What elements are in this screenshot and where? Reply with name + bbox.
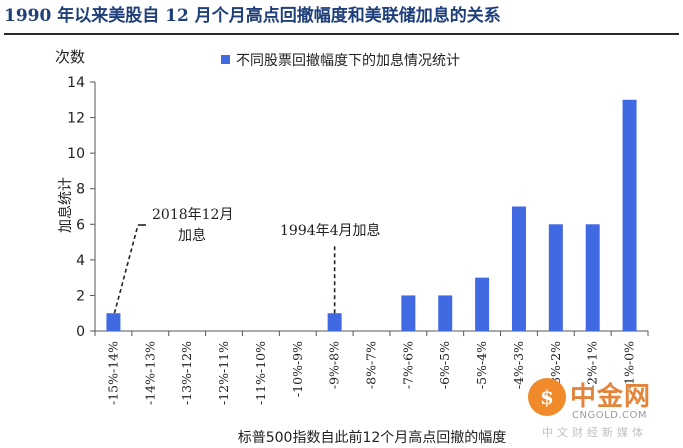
y-tick-label: 6 [76,217,85,233]
watermark-tagline: 中文财经新媒体 [542,426,647,439]
x-axis-title: 标普500指数自此前12个月高点回撤的幅度 [238,429,507,446]
y-tick-label: 8 [76,182,85,198]
x-tick-label: -2%-1% [585,341,600,389]
x-tick-label: -15%-14% [105,341,120,405]
x-tick-label: -8%-7% [364,341,379,389]
y-tick-label: 0 [76,324,85,340]
watermark-domain: CNGOLD.COM [572,410,648,421]
x-tick-label: -6%-5% [437,341,452,389]
y-tick-label: 14 [67,75,85,91]
x-tick-label: -10%-9% [290,341,305,397]
annotation-label: 加息 [178,227,206,244]
x-tick-label: -14%-13% [142,341,157,405]
x-tick-label: -12%-11% [216,341,231,405]
y-tick-label: 12 [67,111,85,127]
x-tick-label: -9%-8% [327,341,342,389]
annotation-leader [113,224,139,314]
legend-label: 不同股票回撤幅度下的加息情况统计 [236,52,460,69]
y-axis-title: 加息统计 [57,177,74,233]
bar [548,224,563,331]
y-tick-label: 4 [76,253,85,269]
watermark-name: 中金网 [570,382,652,412]
annotation-label: 1994年4月加息 [280,222,381,239]
x-tick-label: -13%-12% [179,341,194,405]
bar [585,224,600,331]
watermark-logo: $ 中金网 CNGOLD.COM 中文财经新媒体 [528,372,678,444]
bar [106,313,121,331]
y-tick-label: 10 [67,146,85,162]
bar [327,313,342,331]
bar [475,277,490,331]
x-tick-label: -7%-6% [400,341,415,389]
x-tick-label: -5%-4% [474,341,489,389]
chart-title: 1990 年以来美股自 12 月个月高点回撤幅度和美联储加息的关系 [4,6,501,26]
x-tick-label: -4%-3% [511,341,526,389]
y-tick-label: 2 [76,288,85,304]
x-tick-label: -3%-2% [548,341,563,389]
bar [438,295,453,331]
logo-icon: $ [528,378,566,416]
bar [401,295,416,331]
bar [622,99,637,332]
bar [511,206,526,331]
title-divider [4,33,679,35]
annotation-label: 2018年12月 [152,207,233,223]
x-tick-label: -11%-10% [253,341,268,405]
x-tick-label: -1%-0% [622,341,637,389]
y-unit-label: 次数 [55,48,85,66]
legend-swatch [221,55,230,64]
